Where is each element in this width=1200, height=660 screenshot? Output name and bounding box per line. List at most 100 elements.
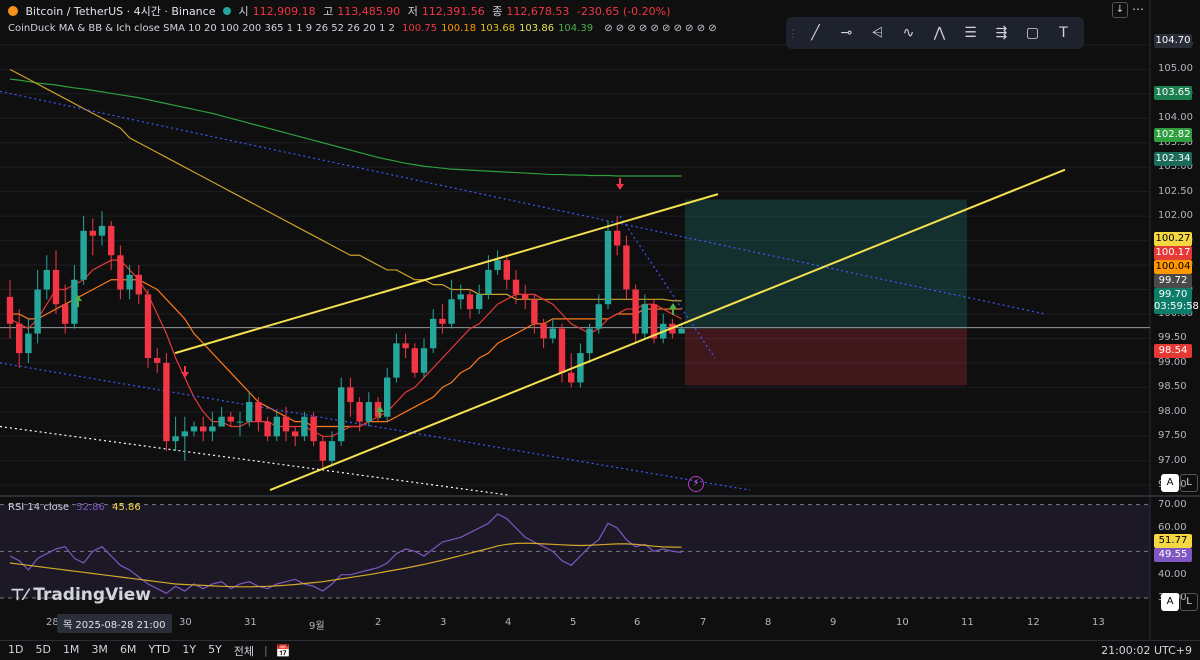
candle-body [420, 348, 428, 373]
candle-body [411, 348, 418, 373]
candle-body [62, 304, 69, 324]
ma-100-line [9, 68, 682, 302]
trend-line-icon[interactable]: ╱ [811, 25, 820, 41]
candle-body [577, 353, 584, 383]
auto-scale-button[interactable]: A [1161, 474, 1179, 492]
price-tag-label: 100.04 [1154, 260, 1192, 274]
rsi-tag-label: 49.55 [1154, 548, 1192, 562]
timeframe-button-전체[interactable]: 전체 [233, 644, 255, 658]
channel-upper-line [174, 193, 719, 355]
candle-body [218, 416, 225, 427]
crosshair-time-label: 목 2025-08-28 21:00 [57, 614, 172, 633]
candle-body [292, 431, 299, 437]
timeframe-button-1D[interactable]: 1D [8, 642, 24, 656]
candle-body [641, 304, 648, 334]
market-status-icon [222, 7, 231, 15]
candle-body [347, 387, 354, 403]
candle-body [512, 279, 520, 295]
price-tag-label: 03:59:58 [1154, 300, 1199, 314]
fib-channel-icon[interactable]: ⇶ [995, 25, 1008, 41]
pattern-icon[interactable]: ∿ [902, 25, 915, 41]
rsi-log-scale-button[interactable]: L [1180, 593, 1198, 611]
time-tick-label: 5 [570, 617, 577, 628]
candle-body [439, 318, 446, 324]
time-tick-label: 28 [46, 617, 59, 628]
candle-body [310, 416, 317, 442]
rsi-tag-label: 51.77 [1154, 534, 1192, 548]
indicator-values: 100.75 100.18 103.68 103.86 104.39 [402, 23, 597, 34]
indicator-legend[interactable]: CoinDuck MA & BB & Ich close SMA 10 20 1… [8, 23, 721, 34]
candle-body [522, 294, 529, 300]
indicator-value-4: 104.39 [558, 23, 594, 34]
timeframe-button-6M[interactable]: 6M [119, 642, 137, 656]
timeframe-button-1M[interactable]: 1M [62, 642, 80, 656]
buy-signal-arrow [376, 406, 384, 418]
candle-body [236, 421, 244, 423]
candle-body [549, 328, 556, 339]
xabcd-pattern-icon[interactable]: ⋀ [933, 25, 946, 41]
projection-dotted-line [619, 215, 716, 359]
candle-body [255, 402, 262, 422]
candle-body [264, 421, 271, 437]
candle-body [494, 260, 501, 270]
price-tag-label: 102.82 [1154, 128, 1192, 142]
candle-body [126, 274, 133, 290]
price-tag-label: 100.17 [1154, 246, 1192, 260]
sell-signal-arrow [616, 178, 624, 190]
time-tick-label: 4 [505, 617, 512, 628]
rsi-tick-label: 60.00 [1158, 522, 1187, 533]
candle-body [227, 416, 234, 422]
long-position-icon[interactable]: ⩤ [871, 25, 884, 41]
text-icon[interactable]: T [1059, 25, 1068, 41]
rsi-tick-label: 70.00 [1158, 498, 1187, 510]
timeframe-button-5Y[interactable]: 5Y [208, 642, 222, 656]
time-tick-label: 30 [179, 617, 192, 628]
candle-body [108, 225, 115, 256]
more-options-icon[interactable]: ⋯ [1132, 2, 1144, 16]
rectangle-icon[interactable]: ▢ [1025, 25, 1040, 41]
candle-body [89, 230, 96, 236]
price-tick-label: 98.00 [1158, 405, 1187, 417]
price-tag-label: 100.27 [1154, 232, 1192, 246]
candle-body [209, 426, 216, 432]
clock-timezone[interactable]: 21:00:02 UTC+9 [1101, 644, 1192, 657]
candle-body [356, 402, 363, 422]
rsi-auto-scale-button[interactable]: A [1161, 593, 1179, 611]
price-tick-label: 105.00 [1158, 63, 1193, 75]
rsi-value-2: 45.86 [112, 502, 141, 513]
timeframe-button-5D[interactable]: 5D [35, 642, 51, 656]
price-tag-label: 104.70 [1154, 34, 1192, 48]
candle-body [623, 245, 630, 290]
timeframe-button-YTD[interactable]: YTD [148, 642, 171, 656]
date-range-icon[interactable]: 📅 [275, 643, 291, 658]
timeframe-button-3M[interactable]: 3M [91, 642, 108, 656]
candle-body [466, 294, 474, 310]
candle-body [476, 294, 483, 310]
candle-body [43, 269, 50, 290]
horizontal-line-icon[interactable]: ⊸ [840, 25, 853, 41]
candle-body [531, 299, 538, 324]
candle-body [34, 289, 41, 334]
fib-retracement-icon[interactable]: ☰ [964, 25, 977, 41]
drag-handle-icon[interactable]: ⋮ [787, 26, 799, 40]
ohlc-close: 112,678.53 [506, 5, 570, 18]
timeframe-button-1Y[interactable]: 1Y [182, 642, 197, 656]
candle-body [402, 343, 409, 349]
log-scale-button[interactable]: L [1180, 474, 1198, 492]
download-icon[interactable]: ↓ [1112, 2, 1128, 18]
candle-body [246, 402, 253, 422]
loss-zone [685, 328, 967, 386]
candle-body [282, 416, 290, 432]
price-tag-label: 99.70 [1154, 288, 1192, 302]
indicator-toggles[interactable]: ⊘ ⊘ ⊘ ⊘ ⊘ ⊘ ⊘ ⊘ ⊘ ⊘ [604, 23, 717, 34]
white-dotted-trendline [0, 425, 509, 496]
channel-lower-line [269, 168, 1066, 492]
price-tick-label: 97.50 [1158, 430, 1187, 442]
candle-body [71, 279, 78, 324]
event-lightning-icon[interactable]: ⚡ [688, 476, 704, 492]
rsi-line [9, 513, 682, 595]
time-tick-label: 2 [375, 617, 382, 628]
buy-signal-arrow [74, 295, 82, 307]
candle-body [163, 362, 170, 442]
